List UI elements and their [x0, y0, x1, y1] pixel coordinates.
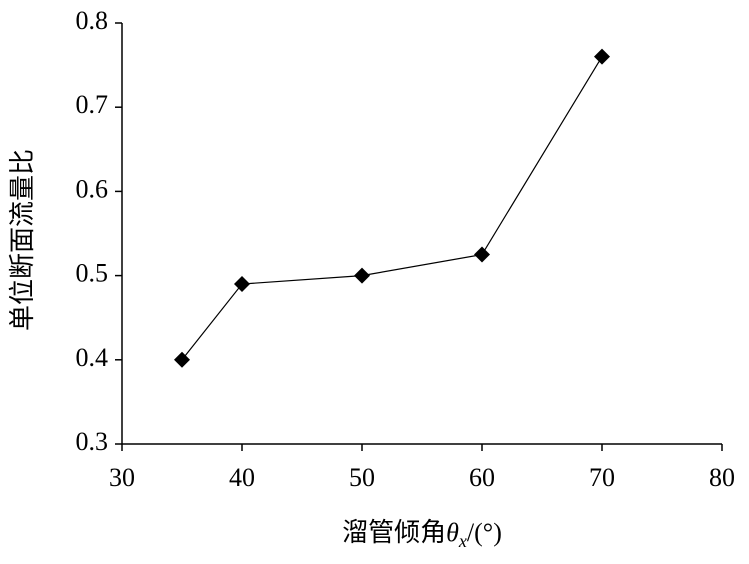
data-point — [234, 276, 250, 293]
x-label-unit: /(°) — [467, 518, 502, 547]
x-axis-label: 溜管倾角θx/(°) — [342, 518, 502, 551]
x-label-subscript: x — [458, 531, 467, 551]
y-tick-label: 0.8 — [76, 6, 109, 35]
data-point — [594, 48, 610, 65]
x-tick-label: 70 — [589, 463, 615, 492]
data-point — [354, 267, 370, 284]
x-label-text: 溜管倾角 — [342, 518, 446, 547]
y-tick-label: 0.3 — [76, 427, 109, 456]
y-axis-label: 单位断面流量比 — [8, 149, 37, 331]
series-line — [181, 56, 603, 361]
x-tick-label: 30 — [109, 463, 135, 492]
x-tick-label: 60 — [469, 463, 495, 492]
y-tick-label: 0.5 — [76, 259, 109, 288]
y-tick-label: 0.6 — [76, 174, 109, 203]
data-point — [174, 351, 190, 368]
y-tick-label: 0.4 — [76, 343, 109, 372]
x-label-symbol: θ — [446, 518, 459, 547]
y-tick-label: 0.7 — [76, 90, 109, 119]
data-point — [474, 246, 490, 263]
x-tick-label: 40 — [229, 463, 255, 492]
x-tick-label: 80 — [709, 463, 735, 492]
x-tick-label: 50 — [349, 463, 375, 492]
